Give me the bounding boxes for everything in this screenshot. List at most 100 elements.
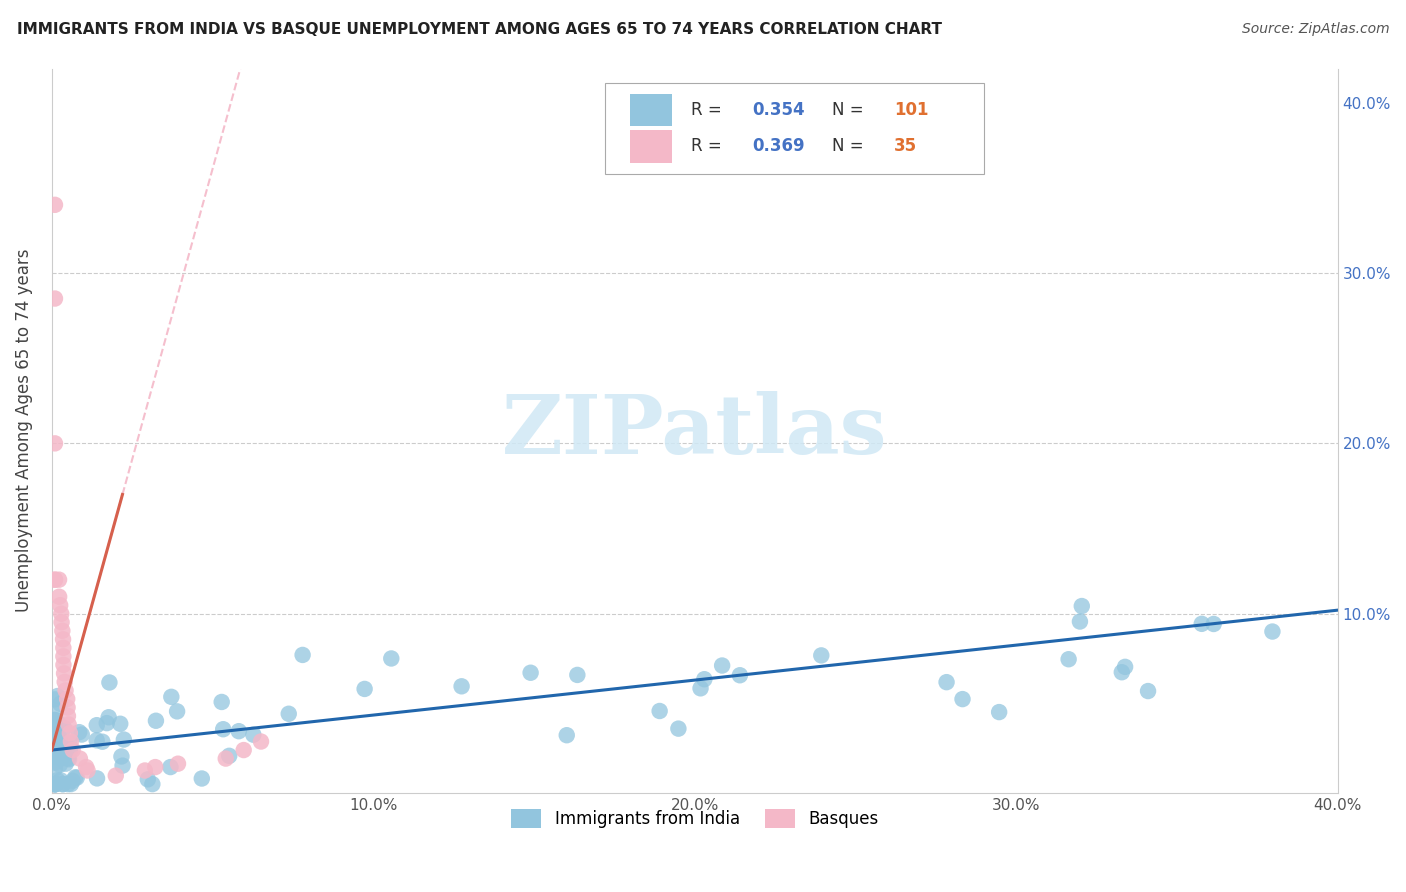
Point — [46, 689, 69, 703]
FancyBboxPatch shape — [630, 130, 672, 162]
Point — [44, 198, 66, 212]
Point — [48, 734, 70, 748]
Point — [693, 672, 716, 686]
Point — [1070, 599, 1092, 613]
Point — [111, 758, 134, 772]
Point — [212, 723, 235, 737]
Point — [44, 734, 66, 748]
Point — [48, 757, 70, 772]
Point — [110, 716, 132, 731]
Point — [76, 764, 98, 778]
Text: Source: ZipAtlas.com: Source: ZipAtlas.com — [1241, 22, 1389, 37]
Point — [98, 675, 121, 690]
Point — [143, 760, 166, 774]
Point — [52, 777, 75, 791]
Y-axis label: Unemployment Among Ages 65 to 74 years: Unemployment Among Ages 65 to 74 years — [15, 249, 32, 612]
Point — [44, 756, 66, 770]
Point — [52, 640, 75, 655]
Point — [96, 716, 118, 731]
Point — [58, 736, 80, 750]
Point — [44, 719, 66, 733]
Point — [44, 777, 66, 791]
Point — [44, 749, 66, 764]
Point — [242, 728, 264, 742]
Point — [141, 777, 163, 791]
Text: IMMIGRANTS FROM INDIA VS BASQUE UNEMPLOYMENT AMONG AGES 65 TO 74 YEARS CORRELATI: IMMIGRANTS FROM INDIA VS BASQUE UNEMPLOY… — [17, 22, 942, 37]
Point — [86, 772, 108, 786]
Point — [51, 607, 73, 621]
Point — [44, 292, 66, 306]
Point — [59, 726, 82, 740]
Point — [232, 743, 254, 757]
Point — [218, 748, 240, 763]
Point — [56, 777, 79, 791]
Point — [48, 728, 70, 742]
Point — [191, 772, 214, 786]
Text: R =: R = — [690, 137, 727, 155]
Point — [145, 714, 167, 728]
Point — [48, 717, 70, 731]
Point — [935, 675, 957, 690]
Point — [44, 573, 66, 587]
Point — [48, 733, 70, 747]
Point — [215, 751, 238, 765]
Point — [59, 734, 82, 748]
Point — [728, 668, 751, 682]
Point — [160, 690, 183, 704]
Text: ZIPatlas: ZIPatlas — [502, 391, 887, 471]
Point — [136, 772, 159, 787]
Point — [167, 756, 190, 771]
Point — [58, 752, 80, 766]
Point — [134, 764, 156, 778]
Point — [44, 777, 66, 791]
Point — [53, 666, 76, 681]
Point — [555, 728, 578, 742]
Point — [104, 769, 127, 783]
Point — [450, 679, 472, 693]
Point — [1261, 624, 1284, 639]
Point — [1111, 665, 1133, 680]
Point — [44, 719, 66, 733]
Point — [51, 749, 73, 764]
Point — [44, 573, 66, 587]
Point — [70, 727, 93, 741]
Point — [58, 717, 80, 731]
Point — [44, 777, 66, 791]
Point — [62, 743, 84, 757]
Point — [112, 732, 135, 747]
Point — [211, 695, 233, 709]
Point — [48, 731, 70, 746]
Point — [711, 658, 734, 673]
Point — [52, 777, 75, 791]
Point — [45, 704, 67, 718]
Point — [44, 692, 66, 706]
Point — [44, 721, 66, 735]
Point — [380, 651, 402, 665]
Point — [52, 649, 75, 664]
Point — [44, 743, 66, 757]
Point — [44, 777, 66, 791]
Point — [49, 697, 72, 711]
Point — [52, 745, 75, 759]
Point — [53, 721, 76, 735]
Point — [1069, 615, 1091, 629]
Point — [59, 741, 82, 756]
Point — [44, 739, 66, 754]
Point — [291, 648, 314, 662]
Point — [97, 710, 120, 724]
Point — [69, 751, 91, 765]
Point — [59, 744, 82, 758]
FancyBboxPatch shape — [630, 94, 672, 127]
Point — [668, 722, 690, 736]
Point — [44, 436, 66, 450]
Point — [228, 724, 250, 739]
Text: N =: N = — [832, 137, 869, 155]
Point — [1114, 660, 1136, 674]
Point — [952, 692, 974, 706]
Point — [46, 773, 69, 788]
Point — [44, 761, 66, 775]
Point — [62, 773, 84, 788]
Legend: Immigrants from India, Basques: Immigrants from India, Basques — [505, 803, 884, 835]
Point — [86, 718, 108, 732]
Point — [56, 751, 79, 765]
